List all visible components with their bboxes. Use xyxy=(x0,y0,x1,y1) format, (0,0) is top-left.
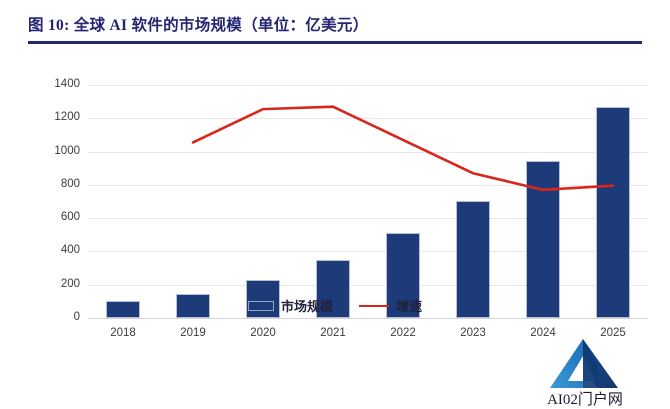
legend-line-swatch-icon xyxy=(359,304,389,307)
legend-item-line: 增速 xyxy=(359,296,422,315)
bar xyxy=(246,279,280,318)
title-divider xyxy=(28,41,642,44)
x-axis-tick-label: 2025 xyxy=(600,327,626,339)
line-series xyxy=(191,105,615,192)
growth-line xyxy=(191,105,615,192)
plot-area xyxy=(88,85,648,319)
page-title: 图 10: 全球 AI 软件的市场规模（单位：亿美元） xyxy=(28,17,369,34)
bar xyxy=(106,300,140,318)
title-block: 图 10: 全球 AI 软件的市场规模（单位：亿美元） xyxy=(28,16,642,44)
bar xyxy=(176,293,210,318)
x-axis-tick-label: 2018 xyxy=(110,327,136,339)
legend-label-line: 增速 xyxy=(396,299,423,314)
y-axis-tick-label: 400 xyxy=(60,244,80,257)
y-axis-tick-label: 800 xyxy=(60,177,80,190)
y-axis-tick-label: 1400 xyxy=(54,78,80,90)
x-axis-tick-label: 2023 xyxy=(460,327,486,339)
legend-label-bar: 市场规模 xyxy=(280,299,333,314)
legend-bar-swatch-icon xyxy=(247,300,274,311)
gridline xyxy=(88,118,648,120)
legend-item-bar: 市场规模 xyxy=(247,296,333,315)
bar xyxy=(596,107,630,318)
x-axis-tick-label: 2021 xyxy=(320,327,346,339)
y-axis-tick-label: 200 xyxy=(60,277,80,290)
y-axis-tick-label: 1000 xyxy=(54,144,80,157)
y-axis-tick-label: 0 xyxy=(73,311,80,323)
bar xyxy=(386,233,420,318)
y-axis-tick-label: 600 xyxy=(60,211,80,224)
chart-legend: 市场规模 增速 xyxy=(0,296,670,315)
chart-container: 0 200 400 600 800 1000 1200 1400 2018 2019 2020 20… xyxy=(0,60,670,409)
x-axis-tick-label: 2019 xyxy=(180,327,206,339)
x-axis-tick-label: 2020 xyxy=(250,327,276,339)
gridline xyxy=(88,85,648,86)
bar xyxy=(456,200,490,318)
y-axis-tick-label: 1200 xyxy=(54,111,80,124)
x-axis-tick-label: 2024 xyxy=(530,327,556,339)
x-axis-tick-label: 2022 xyxy=(390,327,416,339)
gridline xyxy=(88,284,648,286)
bar xyxy=(316,259,350,318)
gridline xyxy=(88,184,648,186)
gridline xyxy=(88,151,648,153)
gridline xyxy=(88,218,648,220)
gridline xyxy=(88,251,648,253)
gridline xyxy=(88,318,648,319)
